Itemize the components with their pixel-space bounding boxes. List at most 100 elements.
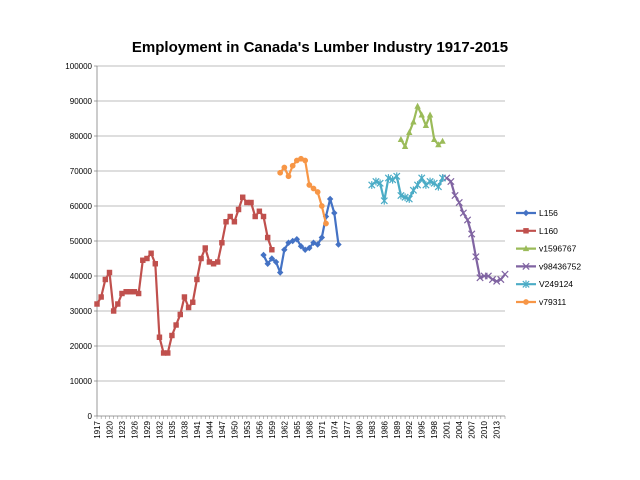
data-point xyxy=(323,220,329,227)
x-tick-label: 1965 xyxy=(293,420,302,438)
data-point xyxy=(165,350,171,356)
data-point xyxy=(277,169,284,176)
data-point xyxy=(115,301,121,307)
data-point xyxy=(102,276,109,283)
data-point xyxy=(194,276,200,283)
data-point xyxy=(110,308,117,314)
data-point xyxy=(314,241,321,248)
data-point xyxy=(426,111,434,118)
data-point xyxy=(409,186,418,195)
x-tick-label: 1989 xyxy=(393,420,402,438)
x-tick-label: 1950 xyxy=(230,420,239,438)
x-tick-label: 1974 xyxy=(330,420,339,438)
data-point xyxy=(401,142,409,150)
series-L160 xyxy=(94,194,275,356)
chart-title: Employment in Canada's Lumber Industry 1… xyxy=(132,39,508,56)
data-point xyxy=(235,206,242,213)
legend-label: v79311 xyxy=(539,297,567,307)
data-point xyxy=(156,334,163,340)
legend-label: L156 xyxy=(539,208,558,218)
data-point xyxy=(160,350,167,356)
data-point xyxy=(397,135,405,143)
data-point xyxy=(384,174,393,182)
legend-item: v79311 xyxy=(516,297,567,307)
data-point xyxy=(434,182,443,191)
legend-marker xyxy=(522,262,530,271)
data-point xyxy=(306,244,313,252)
x-tick-label: 1995 xyxy=(418,420,427,438)
data-point xyxy=(202,245,208,251)
x-tick-label: 1968 xyxy=(305,420,314,438)
series-line xyxy=(96,196,273,355)
x-tick-label: 1938 xyxy=(180,420,189,438)
data-point xyxy=(406,128,413,136)
x-tick-label: 1986 xyxy=(380,420,389,438)
data-point xyxy=(306,182,313,188)
data-point xyxy=(169,332,175,339)
data-point xyxy=(106,269,113,276)
data-point xyxy=(435,141,442,148)
x-tick-label: 1944 xyxy=(205,420,214,438)
x-tick-label: 1953 xyxy=(243,420,252,438)
data-point xyxy=(248,199,254,206)
data-point xyxy=(256,208,263,214)
data-point xyxy=(422,121,430,129)
data-point xyxy=(318,203,325,209)
legend-item: v1596767 xyxy=(516,244,577,254)
x-tick-label: 1992 xyxy=(405,420,414,438)
legend: L156 L160 v1596767 v98436752 V249124 v79311 xyxy=(516,208,581,307)
data-point xyxy=(264,260,271,267)
data-point xyxy=(368,181,376,189)
data-point xyxy=(393,172,401,181)
legend-item: v98436752 xyxy=(516,261,581,271)
legend-label: v1596767 xyxy=(539,244,577,254)
data-point xyxy=(310,185,317,192)
y-tick-label: 10000 xyxy=(70,377,93,386)
data-point xyxy=(297,243,305,250)
data-point xyxy=(501,270,509,278)
x-tick-label: 2001 xyxy=(443,420,452,438)
legend-marker xyxy=(523,228,529,234)
data-point xyxy=(289,237,296,245)
x-tick-label: 1929 xyxy=(143,420,152,438)
legend-marker xyxy=(523,299,529,305)
x-tick-label: 1926 xyxy=(130,420,139,438)
data-point xyxy=(285,173,292,180)
plot-area xyxy=(94,102,509,356)
legend-label: L160 xyxy=(539,226,558,236)
data-point xyxy=(135,290,142,297)
data-point xyxy=(285,239,292,246)
y-tick-label: 60000 xyxy=(70,202,93,211)
data-point xyxy=(418,111,425,118)
data-point xyxy=(264,234,271,241)
data-point xyxy=(210,261,217,267)
x-tick-label: 1959 xyxy=(268,420,277,438)
data-point xyxy=(239,194,246,200)
y-tick-label: 100000 xyxy=(65,62,92,71)
data-point xyxy=(472,253,480,261)
data-point xyxy=(276,269,284,276)
x-tick-label: 1983 xyxy=(368,420,377,438)
y-tick-label: 30000 xyxy=(70,307,93,316)
data-point xyxy=(260,251,267,259)
x-tick-label: 1947 xyxy=(218,420,227,438)
x-tick-label: 2004 xyxy=(455,420,464,438)
data-point xyxy=(335,241,342,248)
data-point xyxy=(431,135,438,143)
data-point xyxy=(372,177,380,186)
x-tick-label: 2007 xyxy=(468,420,477,438)
x-tick-label: 1932 xyxy=(155,420,164,438)
data-point xyxy=(476,274,484,282)
x-tick-label: 1923 xyxy=(118,420,127,438)
legend-item: L156 xyxy=(516,208,558,218)
series-v79311 xyxy=(277,155,329,227)
data-point xyxy=(244,199,250,206)
axes xyxy=(94,65,506,419)
data-point xyxy=(293,236,301,243)
legend-marker xyxy=(522,209,530,217)
data-point xyxy=(451,191,459,200)
data-point xyxy=(314,189,321,195)
data-point xyxy=(414,102,421,109)
data-point xyxy=(410,118,417,125)
